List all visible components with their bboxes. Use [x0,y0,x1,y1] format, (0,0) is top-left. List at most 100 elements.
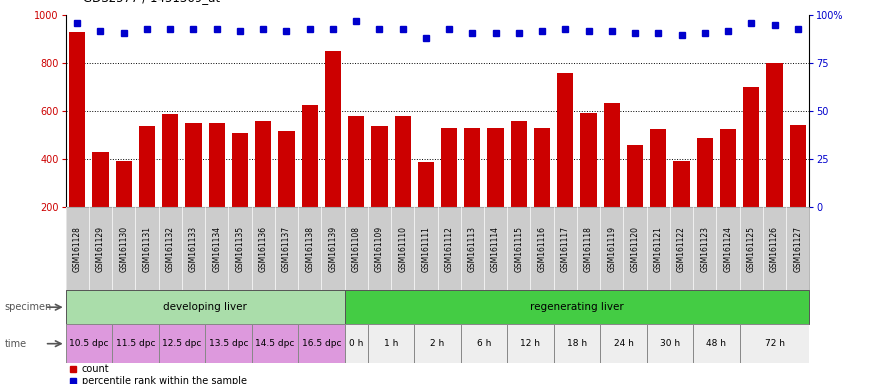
Text: GSM161130: GSM161130 [119,225,129,272]
Text: GSM161135: GSM161135 [235,225,244,272]
Bar [345,290,809,324]
Text: GSM161121: GSM161121 [654,226,662,271]
Text: GSM161133: GSM161133 [189,225,198,272]
Bar [720,129,736,255]
Bar [557,73,573,255]
Bar [739,324,809,363]
Text: 30 h: 30 h [660,339,680,348]
Text: GSM161109: GSM161109 [374,225,384,272]
Bar [116,161,132,255]
Bar [461,324,507,363]
Text: GDS2577 / 1451369_at: GDS2577 / 1451369_at [83,0,220,4]
Bar [600,324,647,363]
Bar [252,324,298,363]
Bar [465,128,480,255]
Text: GSM161127: GSM161127 [794,226,802,271]
Bar [417,162,434,255]
Bar [345,324,368,363]
Text: GSM161113: GSM161113 [468,226,477,271]
Text: 11.5 dpc: 11.5 dpc [116,339,155,348]
Bar [743,88,760,255]
Text: GSM161117: GSM161117 [561,226,570,271]
Bar [69,32,86,255]
Text: 12 h: 12 h [521,339,541,348]
Bar [348,116,364,255]
Bar [371,126,388,255]
Bar [232,133,248,255]
Text: GSM161110: GSM161110 [398,226,407,271]
Bar [766,63,782,255]
Bar [650,129,667,255]
Bar [395,116,410,255]
Text: GSM161122: GSM161122 [677,226,686,271]
Bar [93,152,108,255]
Text: GSM161129: GSM161129 [96,226,105,271]
Text: count: count [82,364,109,374]
Text: 18 h: 18 h [567,339,587,348]
Text: GSM161118: GSM161118 [584,226,593,271]
Text: GSM161119: GSM161119 [607,226,616,271]
Bar [507,324,554,363]
Bar [441,128,458,255]
Bar [66,324,112,363]
Bar [647,324,693,363]
Bar [580,113,597,255]
Text: percentile rank within the sample: percentile rank within the sample [82,376,247,384]
Text: GSM161126: GSM161126 [770,226,779,271]
Text: GSM161123: GSM161123 [700,226,710,271]
Text: 10.5 dpc: 10.5 dpc [69,339,108,348]
Text: 14.5 dpc: 14.5 dpc [255,339,295,348]
Bar [554,324,600,363]
Text: 16.5 dpc: 16.5 dpc [302,339,341,348]
Text: regenerating liver: regenerating liver [530,302,624,312]
Text: GSM161131: GSM161131 [143,226,151,271]
Text: GSM161134: GSM161134 [213,225,221,272]
Bar [511,121,527,255]
Text: 1 h: 1 h [384,339,398,348]
Bar [112,324,158,363]
Bar [302,105,318,255]
Bar [208,123,225,255]
Bar [139,126,155,255]
Bar [414,324,461,363]
Text: GSM161128: GSM161128 [73,226,81,271]
Text: GSM161137: GSM161137 [282,225,290,272]
Bar [696,138,713,255]
Bar [534,128,550,255]
Bar [298,324,345,363]
Text: GSM161116: GSM161116 [537,226,547,271]
Bar [66,290,345,324]
Bar [674,161,690,255]
Text: GSM161111: GSM161111 [422,226,430,271]
Text: time: time [4,339,26,349]
Text: GSM161108: GSM161108 [352,226,360,271]
Text: 6 h: 6 h [477,339,491,348]
Bar [789,124,806,255]
Text: developing liver: developing liver [163,302,247,312]
Bar [626,145,643,255]
Bar [693,324,739,363]
Bar [255,121,271,255]
Text: GSM161112: GSM161112 [444,226,453,271]
Text: GSM161120: GSM161120 [631,226,640,271]
Text: GSM161139: GSM161139 [328,225,338,272]
Text: 0 h: 0 h [349,339,363,348]
Bar [278,131,295,255]
Bar [205,324,252,363]
Text: specimen: specimen [4,302,52,312]
Bar [162,114,178,255]
Text: 72 h: 72 h [765,339,785,348]
Text: GSM161124: GSM161124 [724,226,732,271]
Text: GSM161132: GSM161132 [165,226,175,271]
Text: 24 h: 24 h [613,339,634,348]
Text: GSM161115: GSM161115 [514,226,523,271]
Text: GSM161138: GSM161138 [305,226,314,271]
Text: 48 h: 48 h [706,339,726,348]
Bar [368,324,414,363]
Bar [186,123,201,255]
Text: GSM161125: GSM161125 [746,226,756,271]
Bar [325,51,341,255]
Text: 2 h: 2 h [430,339,444,348]
Text: GSM161136: GSM161136 [259,225,268,272]
Text: 13.5 dpc: 13.5 dpc [208,339,248,348]
